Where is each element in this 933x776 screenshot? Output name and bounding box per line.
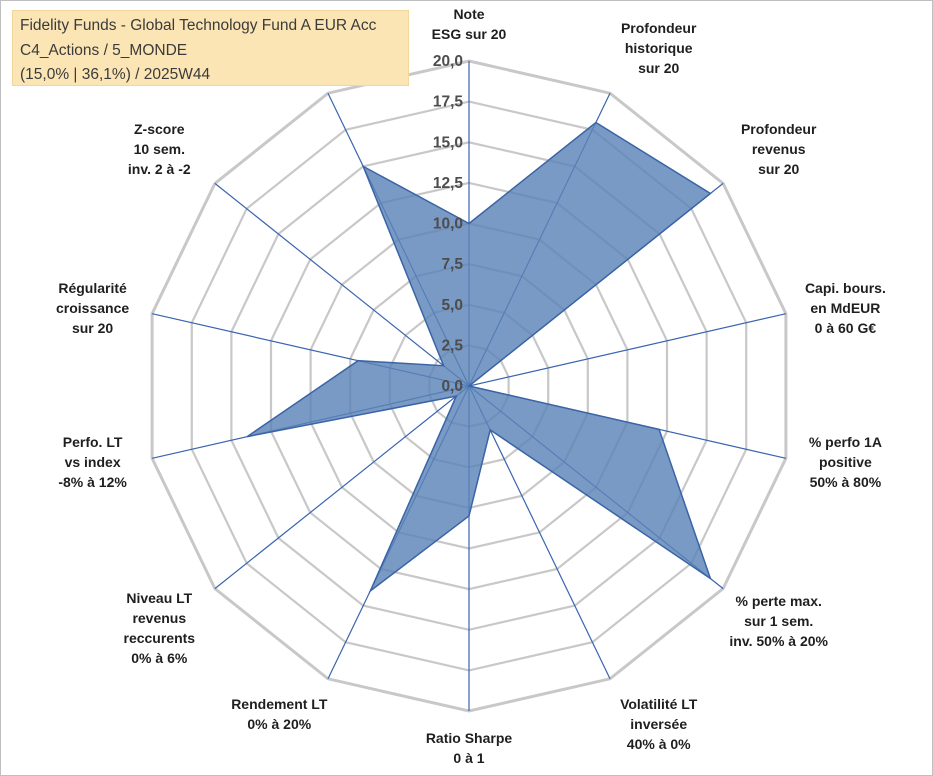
axis-label-3-line-0: Capi. bours. [805, 280, 886, 296]
axis-label-4-line-2: 50% à 80% [810, 474, 882, 490]
axis-label-2-line-0: Profondeur [741, 121, 817, 137]
axis-label-7: Ratio Sharpe 0 à 1 [426, 730, 513, 766]
axis-label-0-line-1: ESG sur 20 [432, 26, 507, 42]
radar-series [246, 121, 712, 594]
axis-label-6: Volatilité LT inversée 40% à 0% [620, 696, 698, 752]
axis-label-6-line-0: Volatilité LT [620, 696, 698, 712]
axis-label-5-line-1: sur 1 sem. [744, 613, 813, 629]
axis-label-10-line-0: Perfo. LT [63, 434, 123, 450]
axis-label-8-line-1: 0% à 20% [247, 716, 311, 732]
tick-label-3: 7,5 [441, 256, 463, 273]
axis-label-12-line-2: inv. 2 à -2 [128, 161, 191, 177]
axis-label-1-line-1: historique [625, 40, 693, 56]
spoke-3 [468, 313, 787, 387]
tick-label-0: 0,0 [441, 378, 463, 395]
tick-label-2: 5,0 [441, 297, 463, 314]
axis-label-4: % perfo 1A positive 50% à 80% [809, 434, 882, 490]
axis-label-3-line-1: en MdEUR [810, 300, 880, 316]
axis-label-11-line-1: croissance [56, 300, 129, 316]
axis-label-8-line-0: Rendement LT [231, 696, 328, 712]
axis-label-2-line-1: revenus [752, 141, 806, 157]
spoke-12 [214, 182, 470, 387]
axis-label-5-line-2: inv. 50% à 20% [729, 633, 828, 649]
axis-label-3-line-2: 0 à 60 G€ [815, 320, 877, 336]
axis-label-4-line-0: % perfo 1A [809, 434, 882, 450]
tick-label-6: 15,0 [433, 134, 463, 151]
axis-label-12-line-0: Z-score [134, 121, 185, 137]
axis-label-9-line-0: Niveau LT [126, 590, 192, 606]
axis-label-10-line-1: vs index [65, 454, 121, 470]
axis-label-7-line-0: Ratio Sharpe [426, 730, 513, 746]
axis-label-9-line-2: reccurents [124, 630, 196, 646]
spoke-6 [468, 385, 611, 680]
fund-period: (15,0% | 36,1%) / 2025W44 [20, 66, 211, 83]
tick-label-7: 17,5 [433, 94, 464, 111]
axis-label-11: Régularité croissance sur 20 [56, 280, 129, 336]
axis-label-0: Note ESG sur 20 [432, 6, 507, 42]
axis-label-5-line-0: % perte max. [736, 593, 822, 609]
axis-label-6-line-1: inversée [630, 716, 687, 732]
axis-label-5: % perte max. sur 1 sem. inv. 50% à 20% [729, 593, 828, 649]
tick-label-5: 12,5 [433, 175, 464, 192]
axis-label-10: Perfo. LT vs index -8% à 12% [58, 434, 127, 490]
axis-label-2-line-2: sur 20 [758, 161, 799, 177]
axis-label-1-line-2: sur 20 [638, 60, 679, 76]
axis-label-9-line-1: revenus [132, 610, 186, 626]
axis-label-10-line-2: -8% à 12% [58, 474, 127, 490]
axis-label-11-line-0: Régularité [58, 280, 127, 296]
tick-label-4: 10,0 [433, 216, 463, 233]
tick-label-1: 2,5 [441, 337, 463, 354]
series-polygon [246, 121, 712, 594]
axis-label-9-line-3: 0% à 6% [131, 650, 188, 666]
axis-label-1: Profondeur historique sur 20 [621, 20, 697, 76]
axis-label-0-line-0: Note [453, 6, 484, 22]
axis-label-4-line-1: positive [819, 454, 872, 470]
radar-tick-labels: 0,0 2,5 5,0 7,5 10,0 12,5 15,0 17,5 20,0 [433, 53, 464, 395]
spoke-9 [214, 385, 470, 590]
tick-label-8: 20,0 [433, 53, 463, 70]
axis-label-1-line-0: Profondeur [621, 20, 697, 36]
fund-category: C4_Actions / 5_MONDE [20, 42, 188, 59]
axis-label-11-line-2: sur 20 [72, 320, 113, 336]
axis-label-12: Z-score 10 sem. inv. 2 à -2 [128, 121, 191, 177]
axis-label-3: Capi. bours. en MdEUR 0 à 60 G€ [805, 280, 886, 336]
axis-label-6-line-2: 40% à 0% [627, 736, 691, 752]
axis-label-12-line-1: 10 sem. [134, 141, 185, 157]
axis-label-8: Rendement LT 0% à 20% [231, 696, 328, 732]
chart-title-box: Fidelity Funds - Global Technology Fund … [12, 10, 409, 86]
fund-name: Fidelity Funds - Global Technology Fund … [20, 17, 377, 34]
axis-label-9: Niveau LT revenus reccurents 0% à 6% [124, 590, 196, 666]
axis-label-7-line-1: 0 à 1 [453, 750, 484, 766]
axis-label-2: Profondeur revenus sur 20 [741, 121, 817, 177]
